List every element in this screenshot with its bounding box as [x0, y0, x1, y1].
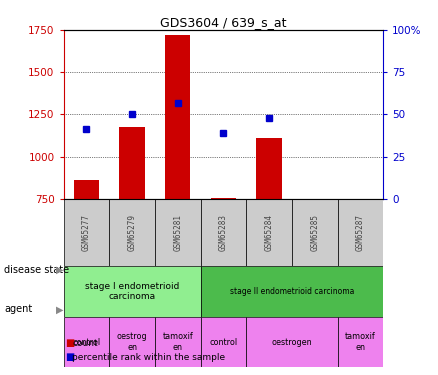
Title: GDS3604 / 639_s_at: GDS3604 / 639_s_at — [160, 16, 286, 29]
Text: percentile rank within the sample: percentile rank within the sample — [72, 352, 226, 362]
Bar — [211, 198, 236, 199]
Text: control: control — [209, 338, 237, 346]
Bar — [155, 317, 201, 368]
Bar — [201, 199, 246, 266]
Bar — [201, 317, 246, 368]
Bar — [64, 317, 109, 368]
Text: GSM65284: GSM65284 — [265, 214, 274, 251]
Bar — [246, 199, 292, 266]
Bar — [165, 35, 190, 199]
Bar — [338, 199, 383, 266]
Text: GSM65283: GSM65283 — [219, 214, 228, 251]
Bar — [257, 138, 282, 199]
Bar — [109, 317, 155, 368]
Text: tamoxif
en: tamoxif en — [345, 333, 376, 352]
Text: disease state: disease state — [4, 265, 70, 275]
Bar — [120, 127, 145, 199]
Text: stage I endometrioid
carcinoma: stage I endometrioid carcinoma — [85, 282, 179, 301]
Text: GSM65279: GSM65279 — [127, 214, 137, 251]
Text: oestrog
en: oestrog en — [117, 333, 147, 352]
Bar — [246, 317, 338, 368]
Bar — [109, 199, 155, 266]
Text: GSM65277: GSM65277 — [82, 214, 91, 251]
Bar — [64, 266, 201, 317]
Text: ▶: ▶ — [56, 304, 64, 314]
Text: GSM65287: GSM65287 — [356, 214, 365, 251]
Text: ▶: ▶ — [56, 265, 64, 275]
Text: GSM65281: GSM65281 — [173, 214, 182, 251]
Bar — [201, 266, 383, 317]
Text: oestrogen: oestrogen — [272, 338, 312, 346]
Text: ■: ■ — [65, 352, 74, 362]
Text: tamoxif
en: tamoxif en — [162, 333, 193, 352]
Text: agent: agent — [4, 304, 32, 314]
Text: count: count — [72, 339, 98, 348]
Bar — [64, 199, 109, 266]
Bar — [338, 317, 383, 368]
Text: stage II endometrioid carcinoma: stage II endometrioid carcinoma — [230, 287, 354, 296]
Text: control: control — [72, 338, 100, 346]
Bar — [74, 180, 99, 199]
Bar — [292, 199, 338, 266]
Bar — [155, 199, 201, 266]
Text: GSM65285: GSM65285 — [310, 214, 319, 251]
Text: ■: ■ — [65, 338, 74, 348]
